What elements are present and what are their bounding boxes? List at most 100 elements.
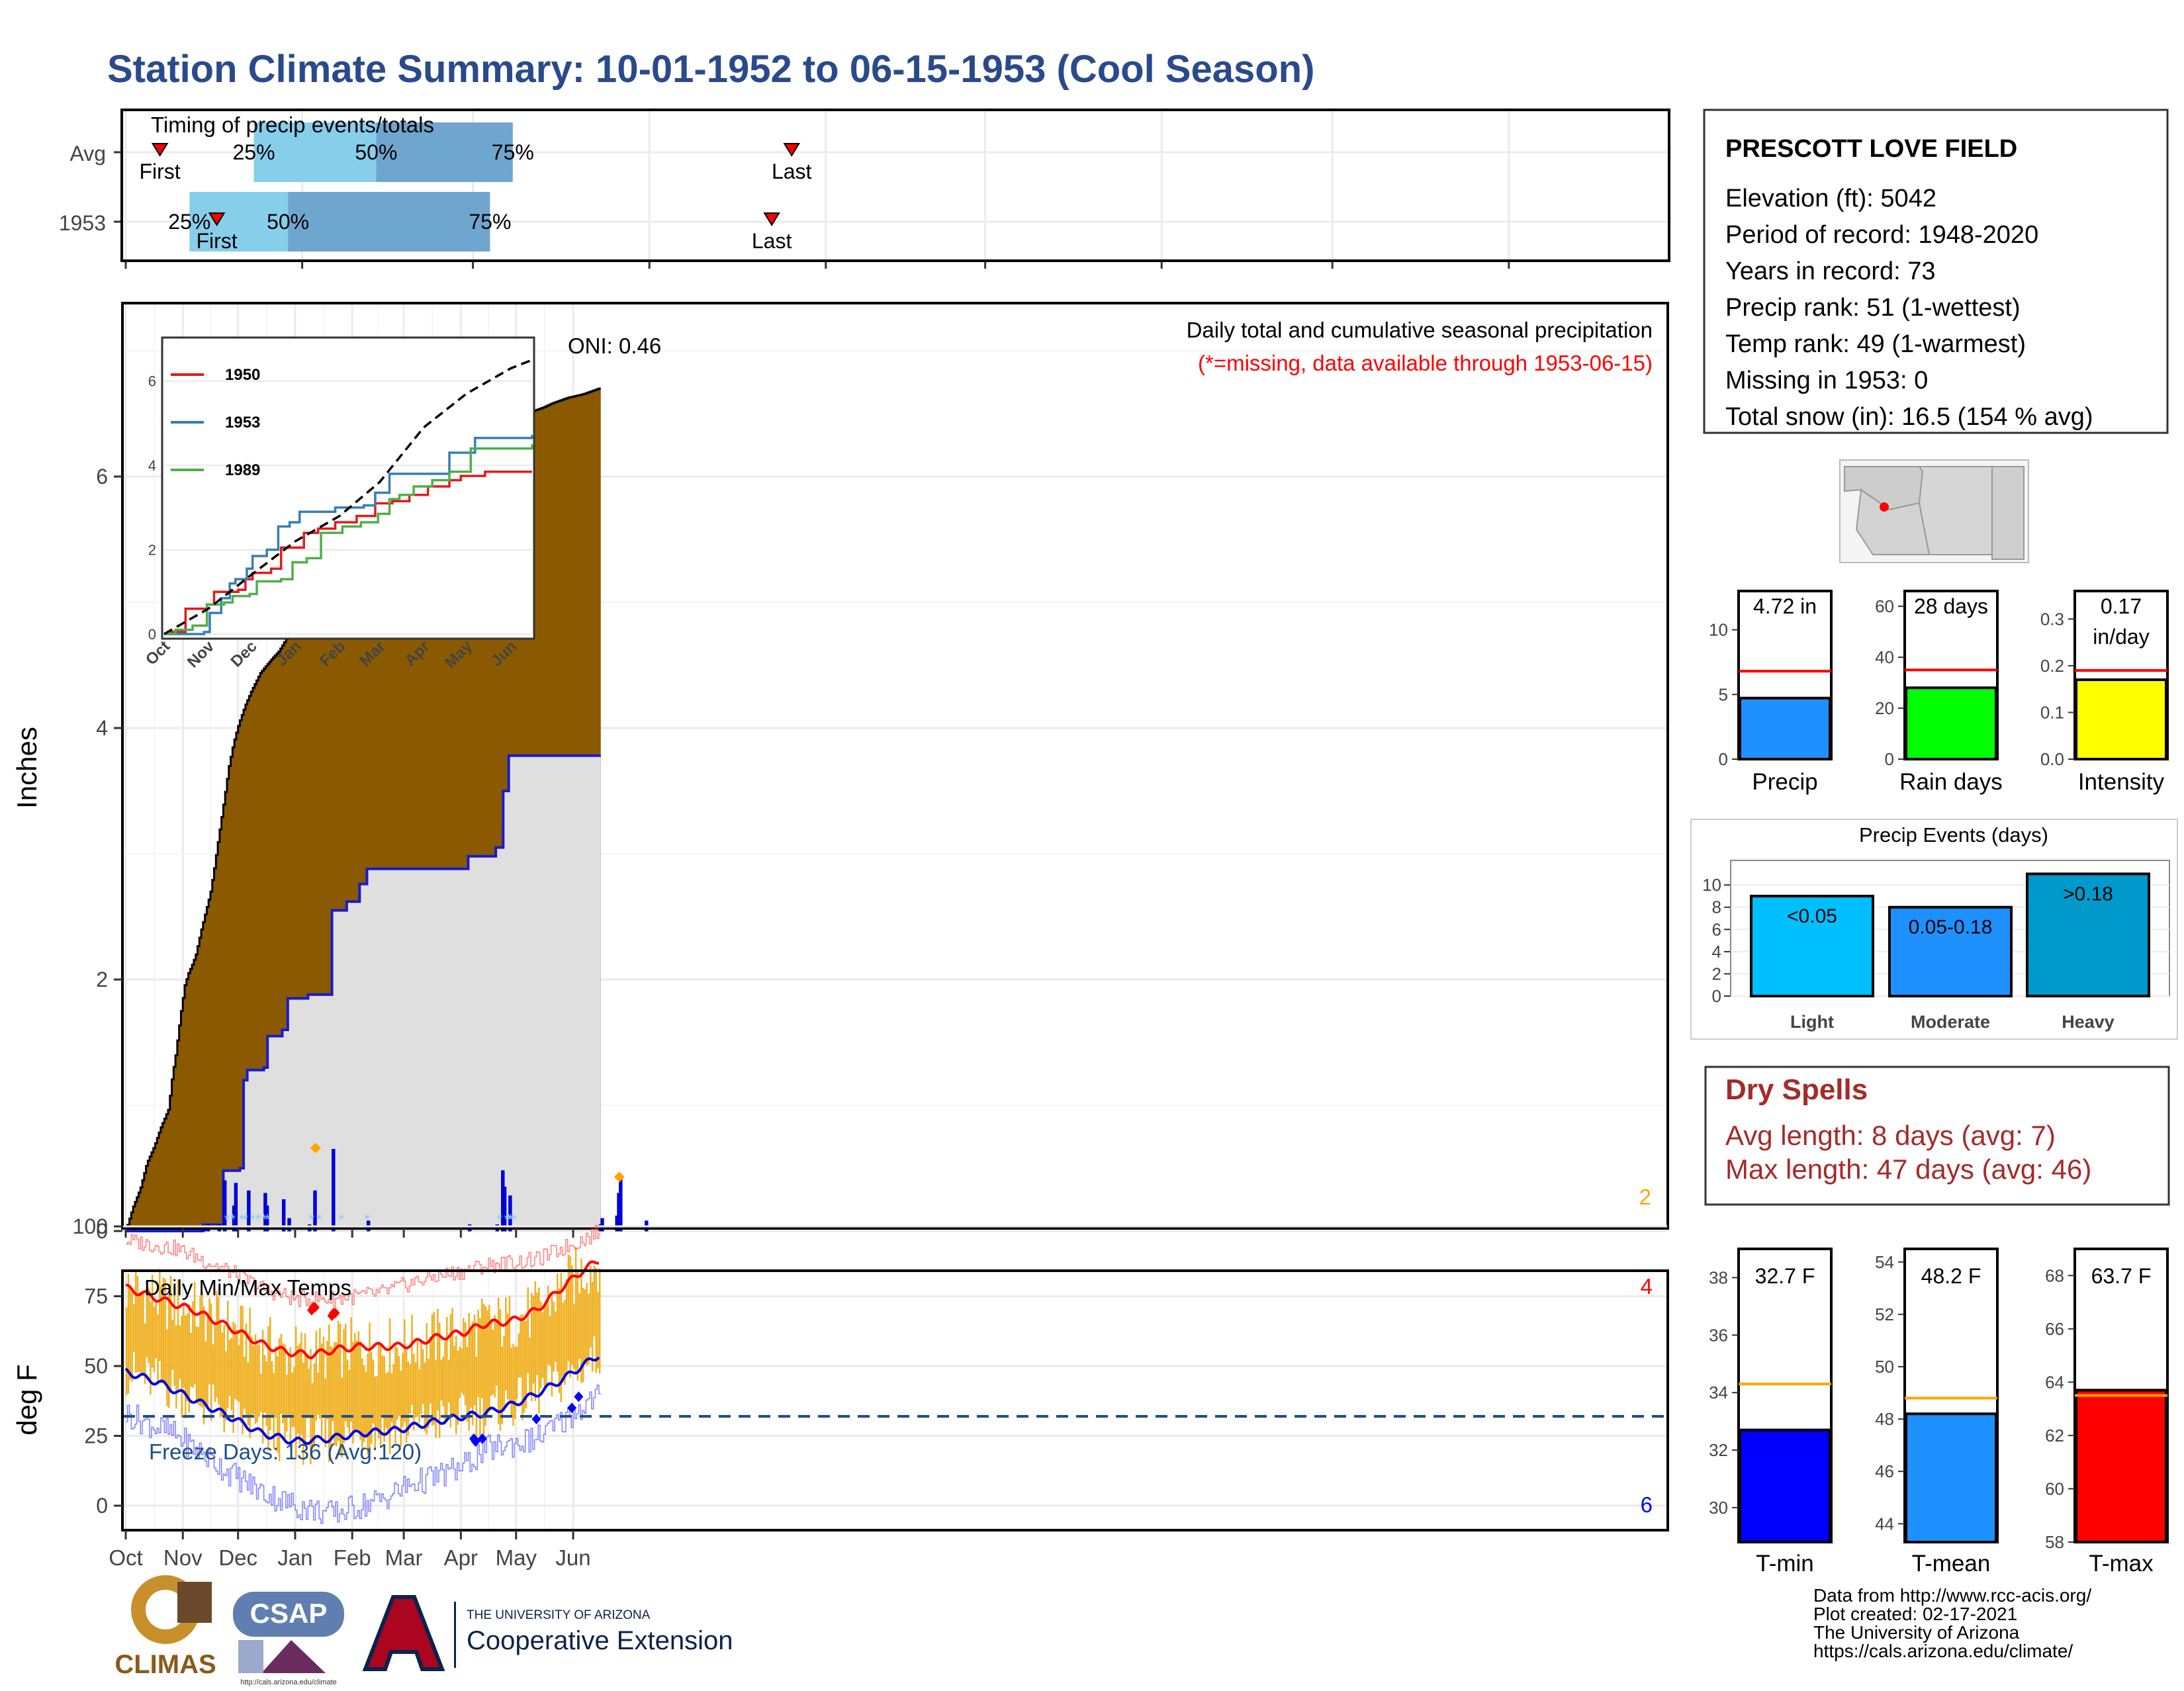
snow-marker: * bbox=[338, 1211, 344, 1228]
daily-temp-bar bbox=[284, 1344, 286, 1439]
y-tick-label: 4 bbox=[1712, 942, 1721, 962]
daily-temp-bar bbox=[216, 1291, 218, 1398]
timing-bar-25-50 bbox=[189, 192, 289, 251]
avg-min-line bbox=[124, 1356, 600, 1445]
temp-plot bbox=[123, 1225, 1667, 1524]
daily-temp-bar bbox=[186, 1314, 189, 1402]
daily-temp-bar bbox=[164, 1279, 166, 1386]
daily-temp-bar bbox=[343, 1329, 345, 1443]
main-y-label: Inches bbox=[11, 727, 42, 809]
snow-marker: * bbox=[506, 1211, 512, 1228]
daily-temp-bar bbox=[242, 1305, 244, 1434]
temp-frame bbox=[121, 1269, 1669, 1531]
temp-value-bar bbox=[1739, 1428, 1831, 1544]
daily-temp-bar bbox=[492, 1330, 494, 1394]
summary-panel-label: Intensity bbox=[2078, 769, 2165, 795]
daily-temp-bar bbox=[251, 1336, 253, 1417]
daily-temp-bar bbox=[357, 1331, 360, 1430]
footer-line: Data from http://www.rcc-acis.org/ bbox=[1813, 1585, 2091, 1606]
daily-temp-bar bbox=[167, 1294, 170, 1408]
precip-event-value-label: <0.05 bbox=[1787, 905, 1837, 927]
snow-marker: * bbox=[250, 1211, 256, 1228]
daily-temp-bar bbox=[453, 1346, 455, 1414]
main-plot: * * ** * * ** * * * * * **** bbox=[126, 387, 649, 1232]
timing-triangle-marker bbox=[151, 143, 169, 157]
daily-temp-bar bbox=[428, 1358, 430, 1428]
y-tick-label: 2 bbox=[96, 968, 108, 991]
y-tick-label: 25 bbox=[84, 1424, 108, 1448]
daily-temp-bar bbox=[506, 1313, 509, 1400]
daily-temp-bar bbox=[598, 1267, 601, 1374]
daily-temp-bar bbox=[457, 1350, 459, 1425]
daily-temp-bar bbox=[388, 1318, 391, 1455]
daily-temp-bar bbox=[574, 1247, 577, 1374]
precip-event-bar bbox=[1750, 894, 1874, 998]
daily-temp-bar bbox=[564, 1300, 566, 1385]
daily-temp-bar bbox=[536, 1292, 538, 1375]
daily-temp-bar bbox=[313, 1363, 316, 1447]
daily-temp-bar bbox=[334, 1342, 336, 1446]
y-tick-label: 48 bbox=[1875, 1409, 1894, 1429]
daily-temp-bar bbox=[324, 1378, 326, 1447]
summary-value-text: 4.72 in bbox=[1753, 594, 1817, 618]
daily-temp-bar bbox=[549, 1316, 551, 1366]
timing-panel: 25% 50% 75% First Last 25% 50% 75% First Last Tim… bbox=[59, 109, 1670, 269]
daily-temp-bar bbox=[275, 1346, 277, 1418]
daily-temp-bar bbox=[394, 1344, 396, 1444]
daily-temp-bar bbox=[584, 1289, 586, 1364]
map-new-mexico bbox=[1918, 466, 1993, 555]
daily-temp-bar bbox=[337, 1320, 340, 1441]
daily-temp-bar bbox=[348, 1369, 351, 1434]
daily-temp-bar bbox=[539, 1301, 542, 1389]
daily-temp-bar bbox=[136, 1275, 139, 1372]
x-tick-label: Dec bbox=[218, 1545, 257, 1570]
snow-marker: * bbox=[496, 1211, 502, 1228]
daily-temp-bar bbox=[470, 1329, 472, 1408]
daily-temp-bar bbox=[201, 1292, 203, 1408]
daily-temp-bar bbox=[545, 1303, 547, 1387]
summary-value-text: 28 days bbox=[1914, 594, 1988, 618]
daily-temp-bar bbox=[503, 1336, 505, 1411]
daily-temp-bar bbox=[479, 1318, 481, 1437]
daily-temp-bar bbox=[407, 1361, 410, 1436]
daily-temp-bar bbox=[558, 1288, 561, 1393]
daily-temp-bar bbox=[578, 1293, 580, 1359]
daily-temp-bar bbox=[435, 1360, 437, 1438]
daily-temp-bar bbox=[486, 1310, 488, 1416]
daily-temp-bar bbox=[378, 1344, 380, 1439]
record-low-marker bbox=[574, 1391, 584, 1402]
daily-temp-bar bbox=[438, 1322, 441, 1438]
inset-legend-label: 1953 bbox=[225, 414, 260, 432]
snow-marker: * bbox=[224, 1211, 230, 1228]
daily-temp-bar bbox=[447, 1359, 450, 1402]
record-min-line bbox=[126, 1384, 601, 1524]
daily-temp-bar bbox=[263, 1355, 266, 1413]
temp-y-label: deg F bbox=[11, 1364, 42, 1435]
timing-label-50: 50% bbox=[355, 140, 397, 164]
temp-value-text: 63.7 F bbox=[2091, 1264, 2152, 1288]
daily-precip-bar bbox=[234, 1183, 238, 1232]
daily-temp-bar bbox=[315, 1330, 318, 1420]
daily-temp-bar bbox=[371, 1351, 373, 1444]
daily-temp-bar bbox=[278, 1338, 281, 1461]
dry-spells-frame bbox=[1704, 1066, 2170, 1206]
footer-credits: Data from http://www.rcc-acis.org/ Plot … bbox=[1813, 1585, 2091, 1661]
timing-label-25: 25% bbox=[168, 210, 210, 234]
daily-temp-bar bbox=[341, 1377, 343, 1458]
footer-line: https://cals.arizona.edu/climate/ bbox=[1813, 1641, 2073, 1661]
timing-bars: 25% 50% 75% First Last 25% 50% 75% First Last bbox=[114, 111, 1668, 269]
daily-temp-bar bbox=[225, 1351, 227, 1421]
station-box-frame bbox=[1703, 109, 2169, 434]
inset-y-tick-label: 0 bbox=[148, 626, 156, 643]
daily-temp-bar bbox=[404, 1319, 406, 1422]
daily-temp-bar bbox=[134, 1271, 137, 1373]
daily-temp-bar bbox=[192, 1301, 194, 1388]
climas-logo: CLIMAS bbox=[114, 1575, 216, 1679]
daily-temp-bar bbox=[582, 1287, 584, 1383]
record-low-marker bbox=[531, 1414, 541, 1425]
x-tick-label: Jan bbox=[277, 1545, 312, 1570]
main-legend-line2: (*=missing, data available through 1953-… bbox=[1198, 351, 1653, 375]
daily-temp-bar bbox=[179, 1325, 181, 1379]
daily-temp-bar bbox=[556, 1273, 559, 1372]
daily-precip-bar bbox=[247, 1190, 251, 1232]
